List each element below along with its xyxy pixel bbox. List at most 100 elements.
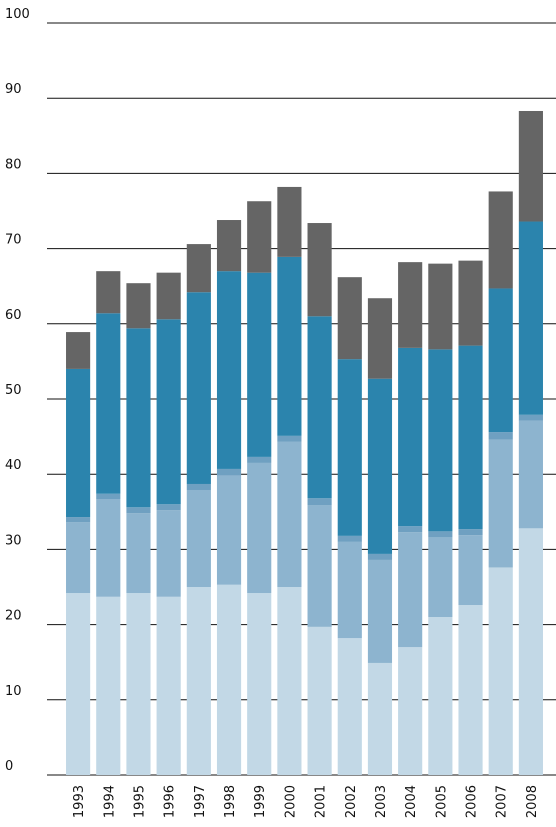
bar-segment [367, 378, 393, 554]
bar-segment [96, 271, 121, 314]
bar-segment [277, 256, 302, 436]
x-tick-label: 2006 [465, 785, 480, 818]
bar-segment [247, 593, 272, 775]
bar-segment [66, 332, 91, 369]
bar-segment [247, 462, 272, 594]
y-tick-label: 80 [5, 157, 22, 172]
x-tick-label: 2005 [434, 785, 449, 818]
bar-segment [156, 596, 181, 775]
x-tick-label: 2007 [495, 785, 510, 818]
bar-segment [126, 328, 151, 508]
bar-segment [277, 186, 302, 257]
bar-segment [156, 319, 181, 505]
x-tick-label: 2000 [283, 785, 298, 818]
y-tick-label: 40 [5, 458, 22, 473]
bar-segment [337, 277, 362, 360]
bar-segment [216, 468, 242, 476]
y-tick-label: 90 [5, 82, 22, 97]
bar-segment [398, 347, 423, 527]
bar-segment [96, 596, 121, 775]
x-tick-label: 1993 [72, 785, 87, 818]
bar-segment [66, 517, 91, 523]
x-tick-label: 1998 [223, 785, 238, 818]
bar-segment [458, 605, 483, 775]
bar-segment [488, 191, 513, 289]
bar-segment [337, 638, 362, 775]
bar-segment [186, 489, 211, 587]
bar-segment [518, 221, 543, 415]
y-tick-label: 60 [5, 308, 22, 323]
bar-segment [247, 201, 272, 273]
bar-segment [216, 584, 242, 775]
bar-segment [247, 272, 272, 457]
bar-segment [518, 420, 543, 529]
bar-segment [126, 593, 151, 775]
bar-segment [428, 263, 453, 350]
x-tick-label: 2003 [374, 785, 389, 818]
bar-segment [126, 513, 151, 594]
bar-segment [518, 414, 543, 421]
bar-segment [458, 260, 483, 346]
bar-segment [156, 272, 181, 320]
bar-segment [126, 283, 151, 329]
bar-segment [277, 587, 302, 775]
bar-segment [66, 522, 91, 594]
bar-segment [216, 475, 242, 585]
y-tick-label: 30 [5, 533, 22, 548]
bar-segment [398, 532, 423, 648]
bar-segment [186, 244, 211, 293]
x-tick-label: 2008 [525, 785, 540, 818]
bar-segment [186, 587, 211, 775]
x-tick-label: 1996 [163, 785, 178, 818]
bar-segment [398, 262, 423, 348]
bar-segment [96, 313, 121, 494]
bar-segment [518, 110, 543, 222]
bar-segment [277, 435, 302, 442]
bar-segment [428, 537, 453, 618]
bar-segment [66, 593, 91, 775]
bar-segment [307, 505, 332, 627]
y-tick-label: 70 [5, 233, 22, 248]
bar-segment [518, 528, 543, 775]
bar-segment [367, 553, 393, 560]
bar-segment [307, 626, 332, 775]
bar-segment [367, 298, 393, 379]
bar-segment [96, 499, 121, 597]
bar-segment [337, 535, 362, 542]
bar-segment [367, 559, 393, 663]
bar-segment [428, 531, 453, 538]
x-tick-label: 1999 [253, 785, 268, 818]
bar-segment [156, 510, 181, 597]
bar-segment [186, 292, 211, 484]
bar-segment [216, 220, 242, 272]
bar-segment [488, 567, 513, 775]
bar-segment [247, 456, 272, 463]
bar-segment [66, 368, 91, 518]
x-tick-label: 2002 [344, 785, 359, 818]
y-tick-label: 20 [5, 609, 22, 624]
x-tick-label: 2004 [404, 785, 419, 818]
y-tick-label: 100 [5, 7, 30, 22]
x-tick-label: 1994 [102, 785, 117, 818]
x-tick-label: 1995 [132, 785, 147, 818]
bar-segment [488, 432, 513, 440]
bar-segment [428, 349, 453, 532]
bar-segment [488, 439, 513, 568]
y-tick-label: 50 [5, 383, 22, 398]
bar-segment [307, 223, 332, 317]
bar-segment [428, 617, 453, 775]
y-tick-label: 10 [5, 684, 22, 699]
bar-segment [126, 507, 151, 514]
bar-segment [216, 271, 242, 469]
bar-segment [337, 359, 362, 536]
y-tick-label: 0 [5, 759, 13, 774]
x-tick-label: 2001 [314, 785, 329, 818]
bar-segment [337, 541, 362, 639]
bar-segment [488, 288, 513, 433]
bar-segment [458, 535, 483, 606]
bar-segment [398, 647, 423, 775]
bar-segment [277, 441, 302, 587]
bar-segment [156, 504, 181, 511]
bar-segment [96, 493, 121, 500]
